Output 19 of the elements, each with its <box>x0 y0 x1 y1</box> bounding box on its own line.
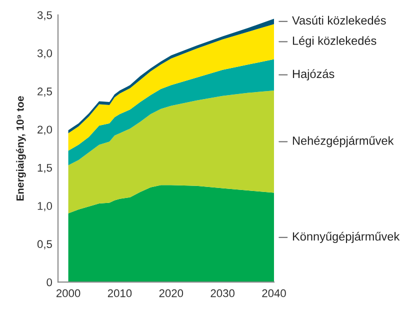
y-tick-label: 3,0 <box>37 49 52 59</box>
x-tick-label: 2010 <box>108 289 132 298</box>
x-tick-label: 2040 <box>262 289 286 298</box>
x-tick-label: 2000 <box>56 289 80 298</box>
series-label: Nehézgépjárművek <box>292 136 394 148</box>
series-label: Légi közlekedés <box>292 36 376 48</box>
series-label: Könnyűgépjárművek <box>292 232 400 243</box>
y-tick-label: 2,5 <box>38 88 52 97</box>
y-tick-label: 2,0 <box>38 126 52 135</box>
y-tick-label: 0,5 <box>37 240 52 250</box>
y-tick-label: 0 <box>46 278 52 286</box>
y-tick-label: 3,5 <box>37 11 52 20</box>
x-tick-label: 2020 <box>159 289 184 298</box>
series-label: Hajózás <box>292 69 334 80</box>
y-tick-label: 1,5 <box>38 164 52 174</box>
series-label: Vasúti közlekedés <box>292 16 386 25</box>
y-axis-title: Energiaigény, 10⁹ toe <box>16 96 26 201</box>
x-tick-label: 2030 <box>210 289 234 298</box>
y-tick-label: 1,0 <box>38 202 52 212</box>
